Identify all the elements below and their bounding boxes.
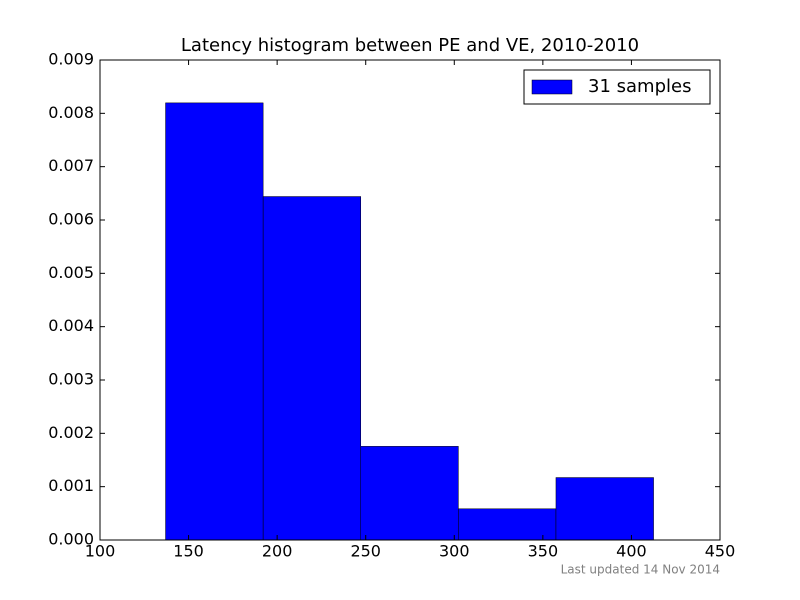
y-tick-label: 0.009 xyxy=(48,50,94,69)
y-tick-label: 0.005 xyxy=(48,263,94,282)
y-tick-label: 0.007 xyxy=(48,156,94,175)
footer: Last updated 14 Nov 2014 xyxy=(561,563,720,577)
x-tick-label: 400 xyxy=(616,542,647,561)
bar xyxy=(262,196,362,541)
x-tick-label: 450 xyxy=(705,542,736,561)
bar xyxy=(555,477,654,541)
bar xyxy=(458,508,557,541)
x-tick-label: 150 xyxy=(173,542,204,561)
plot-frame xyxy=(99,59,721,541)
y-tick-label: 0.006 xyxy=(48,210,94,229)
legend-swatch xyxy=(531,79,573,95)
y-tick-label: 0.001 xyxy=(48,476,94,495)
x-tick-label: 300 xyxy=(439,542,470,561)
legend-label: 31 samples xyxy=(588,76,691,97)
y-tick-label: 0.004 xyxy=(48,316,94,335)
y-tick-label: 0.008 xyxy=(48,103,94,122)
x-tick-label: 250 xyxy=(350,542,381,561)
legend-box xyxy=(523,69,711,105)
bar xyxy=(165,102,264,541)
y-tick-label: 0.002 xyxy=(48,423,94,442)
bar xyxy=(360,446,459,541)
chart-title: Latency histogram between PE and VE, 201… xyxy=(181,35,639,56)
y-tick-label: 0.003 xyxy=(48,370,94,389)
x-tick-label: 100 xyxy=(85,542,116,561)
x-tick-label: 200 xyxy=(262,542,293,561)
y-tick-label: 0.000 xyxy=(48,530,94,549)
x-tick-label: 350 xyxy=(528,542,559,561)
